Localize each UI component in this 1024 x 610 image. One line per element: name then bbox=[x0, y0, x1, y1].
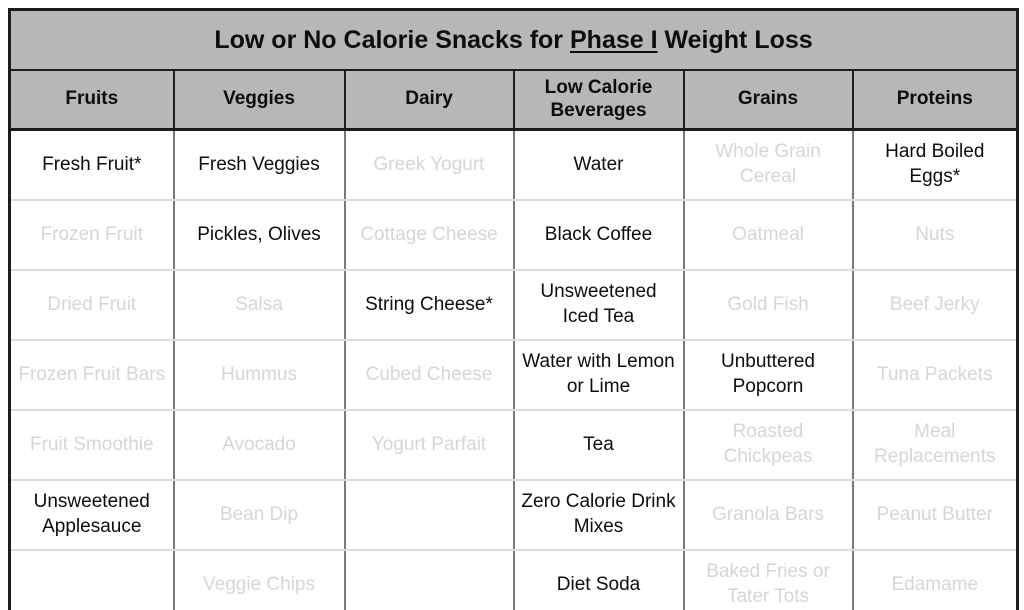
cell-grains-7: Baked Fries or Tater Tots bbox=[682, 549, 854, 610]
cell-proteins-2: Nuts bbox=[851, 199, 1019, 271]
cell-grains-5: Roasted Chickpeas bbox=[682, 409, 854, 481]
table-row: Fresh Fruit* Fresh Veggies Greek Yogurt … bbox=[8, 128, 1019, 201]
cell-proteins-3: Beef Jerky bbox=[851, 269, 1019, 341]
cell-fruits-7 bbox=[8, 549, 175, 610]
cell-veggies-5: Avocado bbox=[172, 409, 346, 481]
cell-veggies-6: Bean Dip bbox=[172, 479, 346, 551]
column-header-dairy: Dairy bbox=[343, 69, 515, 131]
cell-beverages-5: Tea bbox=[512, 409, 685, 481]
cell-fruits-3: Dried Fruit bbox=[8, 269, 175, 341]
table-row: Frozen Fruit Pickles, Olives Cottage Che… bbox=[8, 199, 1019, 271]
cell-proteins-4: Tuna Packets bbox=[851, 339, 1019, 411]
cell-fruits-2: Frozen Fruit bbox=[8, 199, 175, 271]
table-row: Dried Fruit Salsa String Cheese* Unsweet… bbox=[8, 269, 1019, 341]
table-row: Fruit Smoothie Avocado Yogurt Parfait Te… bbox=[8, 409, 1019, 481]
cell-beverages-4: Water with Lemon or Lime bbox=[512, 339, 685, 411]
cell-beverages-3: Unsweetened Iced Tea bbox=[512, 269, 685, 341]
cell-dairy-6 bbox=[343, 479, 515, 551]
cell-beverages-2: Black Coffee bbox=[512, 199, 685, 271]
cell-dairy-2: Cottage Cheese bbox=[343, 199, 515, 271]
table-row: Unsweetened Applesauce Bean Dip Zero Cal… bbox=[8, 479, 1019, 551]
cell-fruits-4: Frozen Fruit Bars bbox=[8, 339, 175, 411]
cell-veggies-2: Pickles, Olives bbox=[172, 199, 346, 271]
cell-veggies-1: Fresh Veggies bbox=[172, 128, 346, 201]
cell-fruits-6: Unsweetened Applesauce bbox=[8, 479, 175, 551]
cell-dairy-5: Yogurt Parfait bbox=[343, 409, 515, 481]
column-header-row: Fruits Veggies Dairy Low Calorie Beverag… bbox=[8, 69, 1019, 131]
cell-dairy-7 bbox=[343, 549, 515, 610]
cell-proteins-7: Edamame bbox=[851, 549, 1019, 610]
cell-proteins-5: Meal Replacements bbox=[851, 409, 1019, 481]
table-row: Veggie Chips Diet Soda Baked Fries or Ta… bbox=[8, 549, 1019, 610]
column-header-low-calorie-beverages: Low Calorie Beverages bbox=[512, 69, 685, 131]
title-row: Low or No Calorie Snacks for Phase I Wei… bbox=[8, 8, 1019, 71]
cell-beverages-7: Diet Soda bbox=[512, 549, 685, 610]
table-row: Frozen Fruit Bars Hummus Cubed Cheese Wa… bbox=[8, 339, 1019, 411]
cell-veggies-4: Hummus bbox=[172, 339, 346, 411]
snacks-table: Low or No Calorie Snacks for Phase I Wei… bbox=[8, 8, 1020, 610]
column-header-fruits: Fruits bbox=[8, 69, 175, 131]
cell-grains-6: Granola Bars bbox=[682, 479, 854, 551]
cell-grains-2: Oatmeal bbox=[682, 199, 854, 271]
cell-proteins-1: Hard Boiled Eggs* bbox=[851, 128, 1019, 201]
cell-grains-1: Whole Grain Cereal bbox=[682, 128, 854, 201]
title-underlined-phrase: Phase I bbox=[570, 25, 658, 54]
cell-beverages-1: Water bbox=[512, 128, 685, 201]
cell-dairy-3: String Cheese* bbox=[343, 269, 515, 341]
title-prefix: Low or No Calorie Snacks for bbox=[214, 25, 570, 54]
cell-fruits-5: Fruit Smoothie bbox=[8, 409, 175, 481]
cell-veggies-7: Veggie Chips bbox=[172, 549, 346, 610]
column-header-grains: Grains bbox=[682, 69, 854, 131]
cell-beverages-6: Zero Calorie Drink Mixes bbox=[512, 479, 685, 551]
cell-grains-3: Gold Fish bbox=[682, 269, 854, 341]
cell-proteins-6: Peanut Butter bbox=[851, 479, 1019, 551]
cell-grains-4: Unbuttered Popcorn bbox=[682, 339, 854, 411]
column-header-proteins: Proteins bbox=[851, 69, 1019, 131]
title-suffix: Weight Loss bbox=[657, 25, 813, 54]
cell-veggies-3: Salsa bbox=[172, 269, 346, 341]
cell-fruits-1: Fresh Fruit* bbox=[8, 128, 175, 201]
column-header-veggies: Veggies bbox=[172, 69, 346, 131]
cell-dairy-4: Cubed Cheese bbox=[343, 339, 515, 411]
cell-dairy-1: Greek Yogurt bbox=[343, 128, 515, 201]
page-title: Low or No Calorie Snacks for Phase I Wei… bbox=[8, 8, 1019, 71]
